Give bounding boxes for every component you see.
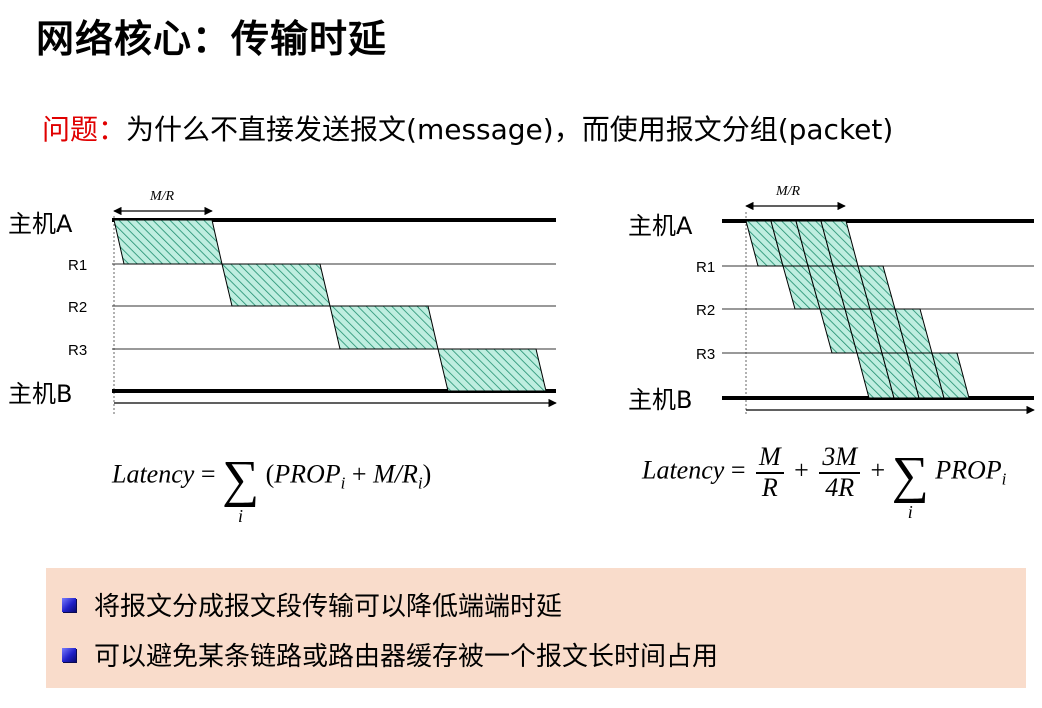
formula-left-sub2: i [417, 473, 423, 493]
formula-right-frac2: 3M 4R [819, 442, 860, 502]
left-host-a-label: 主机A [8, 210, 73, 238]
left-diagram: M/R 主机A R1 R2 R3 主机B [8, 189, 557, 415]
right-host-a-label: 主机A [628, 212, 693, 240]
left-r2-label: R2 [68, 299, 87, 316]
frac2-numerator: 3M [819, 442, 860, 474]
formula-right-eq: = [730, 455, 746, 485]
sum-symbol: ∑ [221, 451, 260, 508]
left-r3-label: R3 [68, 342, 87, 359]
right-interval-label: M/R [775, 184, 801, 199]
right-diagram: M/R 主机A R1 R2 R3 主机B [628, 184, 1035, 415]
formula-left-sub1: i [340, 473, 346, 493]
formula-right-plus1: + [794, 455, 809, 485]
formula-left-open: ( [265, 459, 275, 489]
formula-left-lhs: Latency [112, 459, 195, 489]
right-host-b-label: 主机B [628, 386, 692, 414]
formula-left-eq: = [200, 459, 216, 489]
formula-right-sum-index: i [907, 502, 913, 522]
note-text: 将报文分成报文段传输可以降低端端时延 [94, 592, 563, 622]
note-item: 将报文分成报文段传输可以降低端端时延 [62, 586, 562, 623]
formula-right-frac1: M R [755, 442, 784, 502]
question-label: 问题： [42, 113, 127, 146]
formula-left-prop: PROP [274, 459, 341, 489]
formula-right: Latency = M R + 3M 4R + ∑ i PROPi [642, 436, 1007, 522]
left-host-b-label: 主机B [8, 380, 72, 408]
formula-left-sum-index: i [238, 506, 244, 526]
frac1-numerator: M [755, 442, 784, 474]
formula-right-sub: i [1001, 469, 1007, 489]
left-message-blocks [113, 219, 547, 392]
message-block [113, 219, 223, 265]
page-title: 网络核心：传输时延 [36, 17, 388, 61]
right-r3-label: R3 [696, 346, 715, 363]
formula-left: Latency = ∑ i (PROPi + M/Ri) [112, 440, 432, 527]
notes-panel: 将报文分成报文段传输可以降低端端时延 可以避免某条链路或路由器缓存被一个报文长时… [46, 568, 1026, 688]
note-text: 可以避免某条链路或路由器缓存被一个报文长时间占用 [94, 642, 719, 672]
frac1-denominator: R [761, 472, 778, 502]
left-r1-label: R1 [68, 257, 87, 274]
message-block [329, 305, 439, 350]
message-block [437, 348, 547, 392]
formula-right-sum: ∑ i [892, 450, 929, 523]
formula-left-plus: + [351, 459, 367, 489]
square-bullet-icon [62, 647, 76, 662]
formula-right-prop: PROP [935, 455, 1002, 485]
formula-left-close: ) [422, 459, 432, 489]
question-text: 为什么不直接发送报文(message)，而使用报文分组(packet) [126, 113, 894, 146]
note-item: 可以避免某条链路或路由器缓存被一个报文长时间占用 [62, 636, 718, 673]
right-r1-label: R1 [696, 259, 715, 276]
frac2-denominator: 4R [825, 472, 855, 502]
message-block [221, 263, 331, 307]
right-r2-label: R2 [696, 302, 715, 319]
right-packet-blocks [745, 220, 970, 399]
formula-left-mr: M/R [373, 459, 418, 489]
left-interval-label: M/R [149, 189, 175, 204]
formula-right-lhs: Latency [642, 455, 725, 485]
formula-right-plus2: + [870, 455, 886, 485]
square-bullet-icon [62, 597, 76, 612]
packet-block [931, 352, 970, 399]
sum-symbol: ∑ [891, 447, 929, 504]
question-line: 问题：为什么不直接发送报文(message)，而使用报文分组(packet) [42, 108, 893, 148]
formula-left-sum: ∑ i [222, 454, 259, 527]
